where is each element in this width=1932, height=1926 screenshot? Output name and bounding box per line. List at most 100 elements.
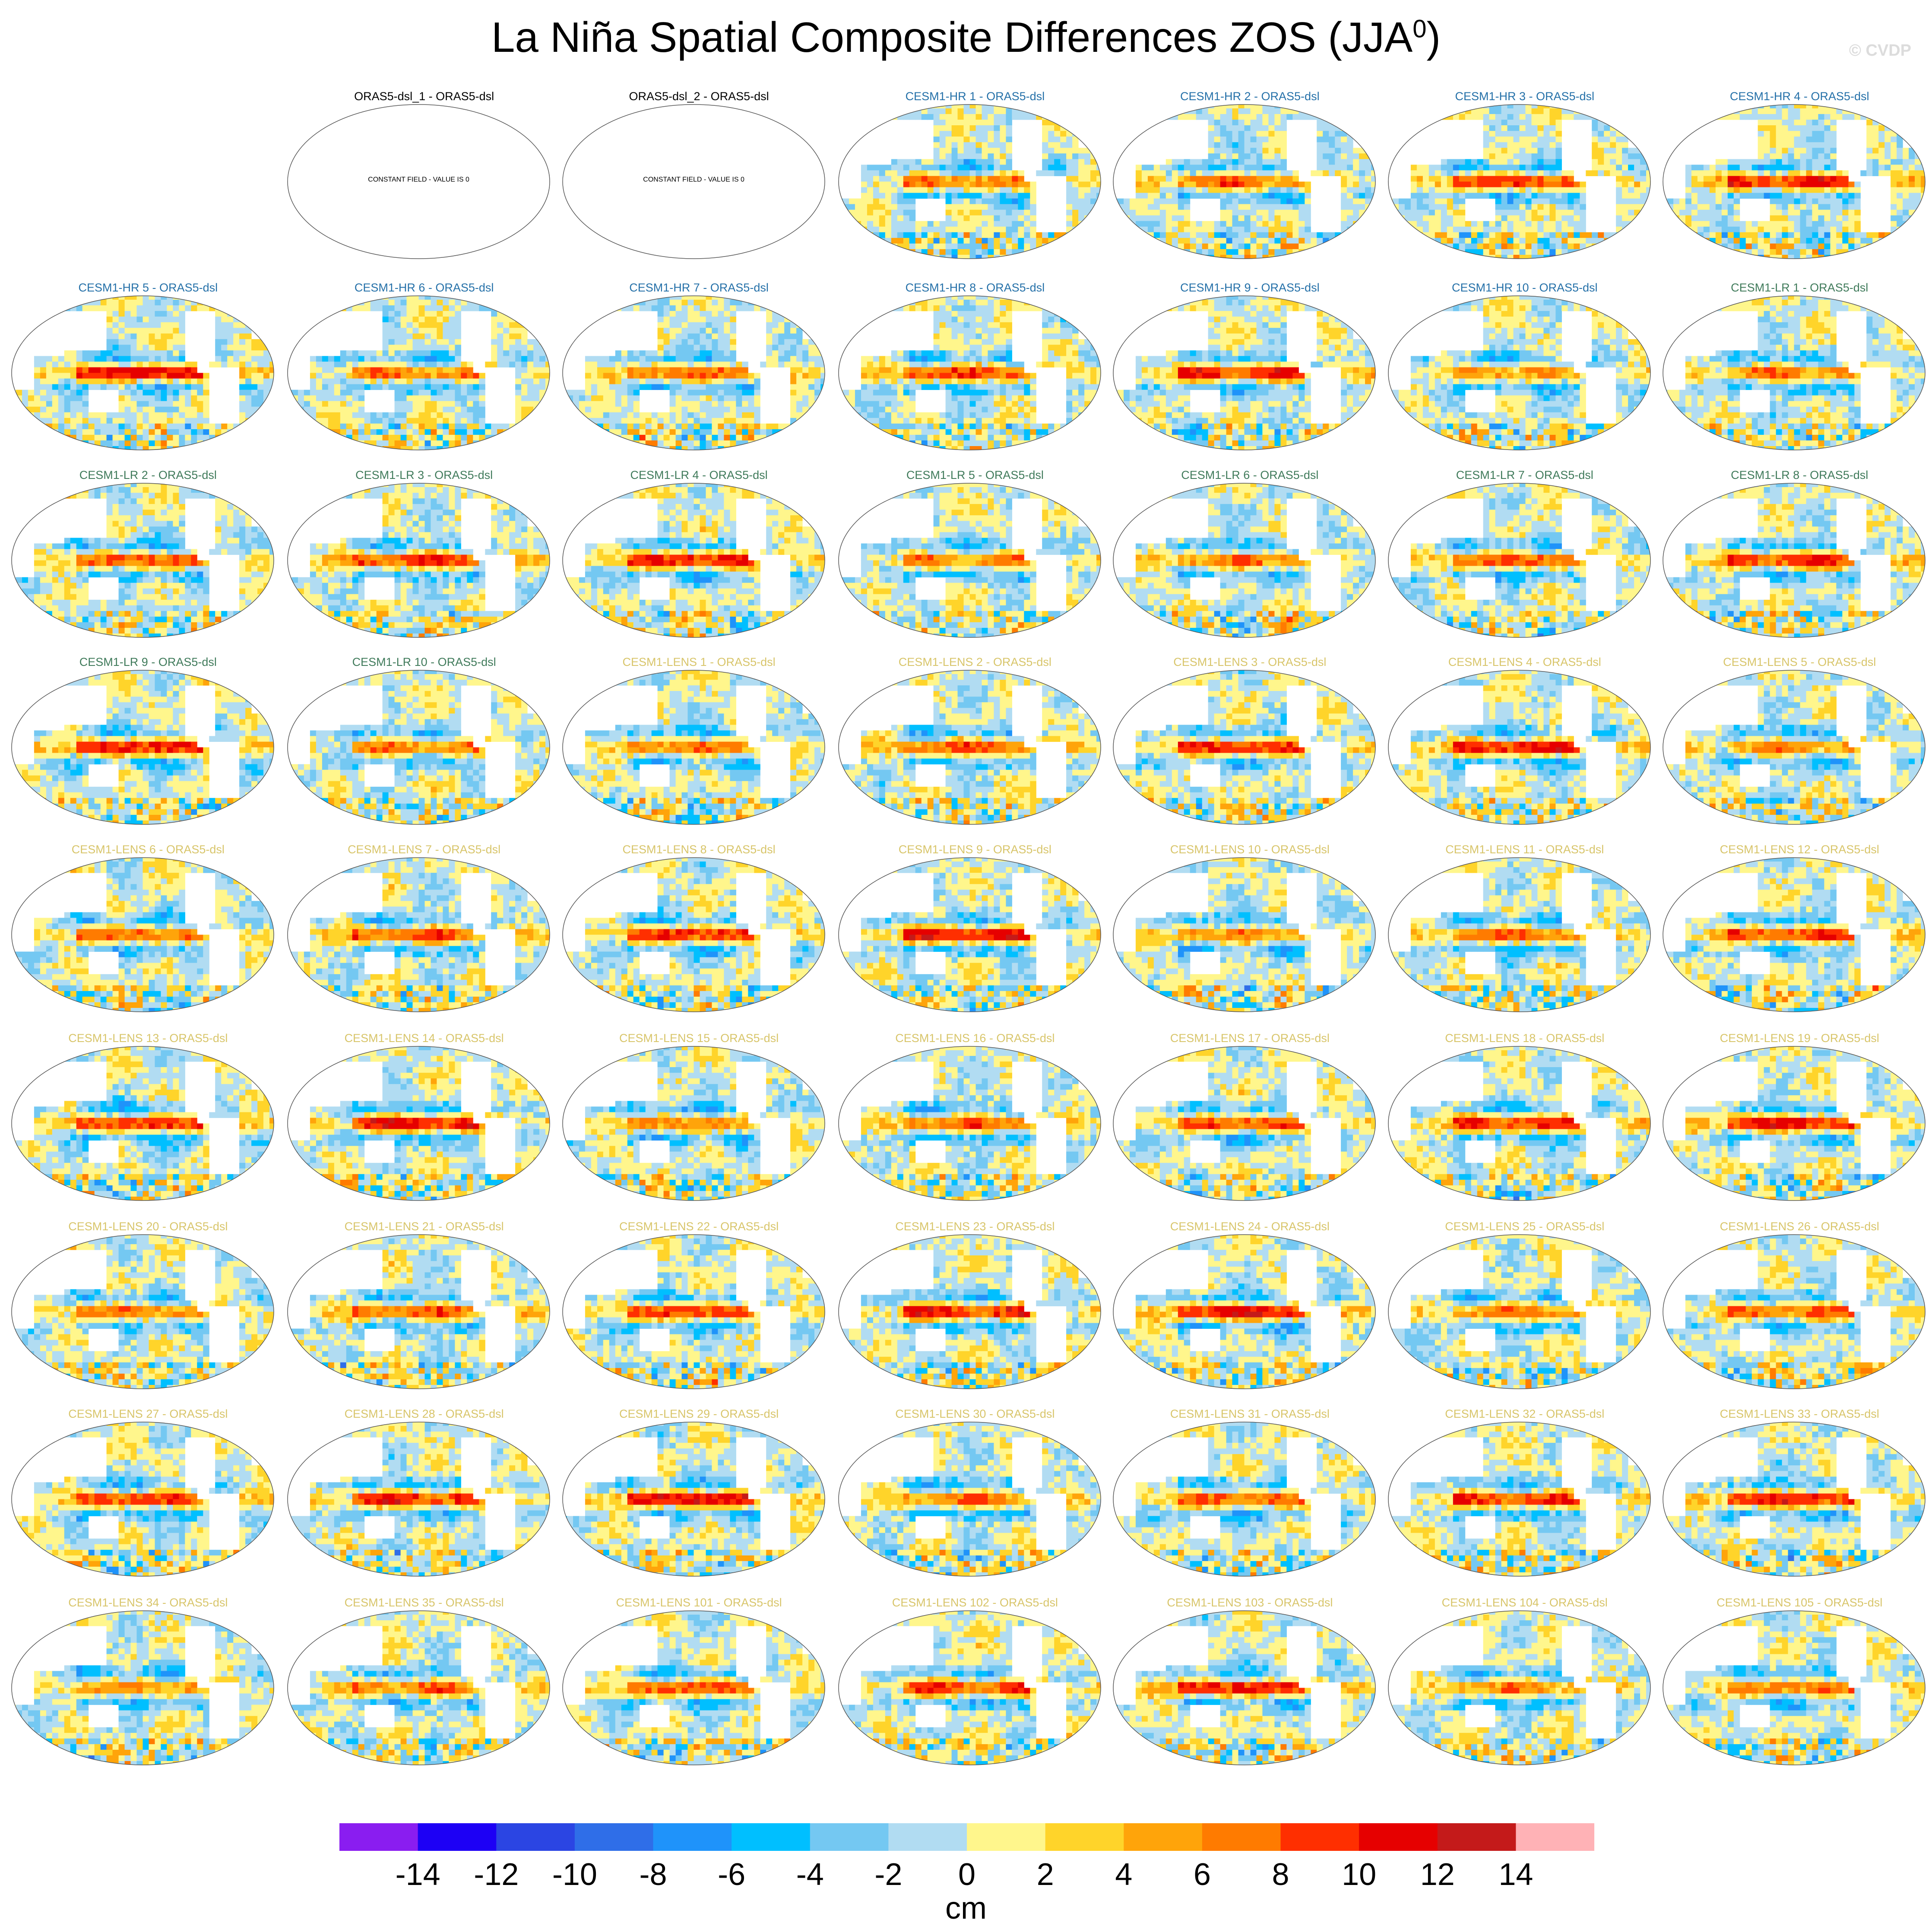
world-map (1663, 670, 1926, 825)
map-border (562, 1234, 825, 1390)
world-map (562, 1610, 825, 1765)
map-border (562, 295, 825, 450)
panel-title: CESM1-LENS 19 - ORAS5-dsl (1661, 1032, 1932, 1045)
world-map (1113, 1234, 1376, 1390)
world-map (11, 1046, 274, 1201)
map-border (1663, 1046, 1926, 1201)
panel-title: CESM1-HR 8 - ORAS5-dsl (837, 281, 1113, 295)
map-panel: CESM1-LR 9 - ORAS5-dsl (10, 656, 286, 841)
panel-title: CESM1-LENS 17 - ORAS5-dsl (1112, 1032, 1388, 1045)
map-border (838, 1046, 1101, 1201)
panel-title: CESM1-LR 9 - ORAS5-dsl (10, 656, 286, 669)
colorbar-box (732, 1823, 811, 1851)
panel-title: CESM1-LR 5 - ORAS5-dsl (837, 469, 1113, 482)
colorbar-box (1045, 1823, 1124, 1851)
world-map (1663, 1046, 1926, 1201)
panel-title: CESM1-LENS 34 - ORAS5-dsl (10, 1596, 286, 1609)
world-map: CONSTANT FIELD - VALUE IS 0 (562, 104, 825, 260)
colorbar-box (1516, 1823, 1594, 1851)
watermark: © CVDP (1849, 41, 1911, 60)
map-panel: CESM1-LR 6 - ORAS5-dsl (1112, 469, 1388, 654)
panel-title: CESM1-LENS 31 - ORAS5-dsl (1112, 1407, 1388, 1421)
map-panel: CESM1-LENS 19 - ORAS5-dsl (1661, 1032, 1932, 1217)
panel-title: CESM1-LENS 2 - ORAS5-dsl (837, 656, 1113, 669)
colorbar-tick-label: -2 (874, 1857, 902, 1892)
world-map (838, 857, 1101, 1012)
world-map (287, 670, 550, 825)
map-panel: CESM1-LR 5 - ORAS5-dsl (837, 469, 1113, 654)
panel-title: CESM1-LENS 21 - ORAS5-dsl (286, 1220, 562, 1233)
world-map (1113, 670, 1376, 825)
colorbar-box (1280, 1823, 1359, 1851)
map-panel: ORAS5-dsl_2 - ORAS5-dsl CONSTANT FIELD - … (561, 90, 837, 276)
world-map (1663, 1234, 1926, 1390)
figure-title: La Niña Spatial Composite Differences ZO… (0, 13, 1932, 62)
map-panel: CESM1-HR 1 - ORAS5-dsl (837, 90, 1113, 276)
panel-title: CESM1-LENS 30 - ORAS5-dsl (837, 1407, 1113, 1421)
map-border (838, 104, 1101, 260)
map-panel: CESM1-LENS 21 - ORAS5-dsl (286, 1220, 562, 1406)
world-map (287, 1234, 550, 1390)
panel-title: CESM1-LENS 11 - ORAS5-dsl (1387, 843, 1663, 856)
colorbar-tick-label: 4 (1115, 1857, 1132, 1892)
world-map (1388, 670, 1651, 825)
map-panel: CESM1-LENS 23 - ORAS5-dsl (837, 1220, 1113, 1406)
map-panel: CESM1-LENS 17 - ORAS5-dsl (1112, 1032, 1388, 1217)
map-panel: CESM1-HR 6 - ORAS5-dsl (286, 281, 562, 467)
colorbar-tick-label: -12 (474, 1857, 519, 1892)
map-panel: CESM1-LENS 2 - ORAS5-dsl (837, 656, 1113, 841)
map-panel: CESM1-LENS 27 - ORAS5-dsl (10, 1407, 286, 1593)
world-map (287, 1422, 550, 1577)
map-border (1663, 482, 1926, 638)
map-panel: CESM1-LENS 33 - ORAS5-dsl (1661, 1407, 1932, 1593)
map-panel: CESM1-LENS 3 - ORAS5-dsl (1112, 656, 1388, 841)
map-panel: CESM1-LR 3 - ORAS5-dsl (286, 469, 562, 654)
world-map (1113, 1610, 1376, 1765)
map-border (1663, 295, 1926, 450)
map-border (562, 1610, 825, 1765)
world-map (11, 670, 274, 825)
map-panel: CESM1-LENS 30 - ORAS5-dsl (837, 1407, 1113, 1593)
map-panel: CESM1-LENS 5 - ORAS5-dsl (1661, 656, 1932, 841)
map-border (1113, 104, 1376, 260)
map-border (1113, 295, 1376, 450)
map-border (1388, 482, 1651, 638)
colorbar-tick-label: -4 (796, 1857, 824, 1892)
world-map (11, 1234, 274, 1390)
map-border (287, 1234, 550, 1390)
colorbar-tick-label: -14 (396, 1857, 440, 1892)
world-map (1113, 104, 1376, 260)
map-panel: CESM1-LENS 35 - ORAS5-dsl (286, 1596, 562, 1782)
world-map (287, 857, 550, 1012)
world-map (562, 1234, 825, 1390)
map-panel: CESM1-HR 7 - ORAS5-dsl (561, 281, 837, 467)
constant-field-note: CONSTANT FIELD - VALUE IS 0 (368, 176, 469, 184)
map-panel: ORAS5-dsl_1 - ORAS5-dsl CONSTANT FIELD - … (286, 90, 562, 276)
colorbar-tick-label: 0 (958, 1857, 976, 1892)
map-border (562, 670, 825, 825)
colorbar-box (1202, 1823, 1281, 1851)
title-suffix: ) (1426, 13, 1441, 61)
panel-title: CESM1-LENS 9 - ORAS5-dsl (837, 843, 1113, 856)
map-panel: CESM1-HR 8 - ORAS5-dsl (837, 281, 1113, 467)
colorbar-box (574, 1823, 654, 1851)
world-map (11, 1422, 274, 1577)
panel-title: CESM1-LENS 14 - ORAS5-dsl (286, 1032, 562, 1045)
panel-title: CESM1-LENS 28 - ORAS5-dsl (286, 1407, 562, 1421)
map-border (1663, 104, 1926, 260)
panel-title: CESM1-LENS 6 - ORAS5-dsl (10, 843, 286, 856)
panel-title: CESM1-LR 10 - ORAS5-dsl (286, 656, 562, 669)
world-map (11, 482, 274, 638)
map-panel: CESM1-LENS 31 - ORAS5-dsl (1112, 1407, 1388, 1593)
map-panel: CESM1-LENS 4 - ORAS5-dsl (1387, 656, 1663, 841)
world-map (838, 1422, 1101, 1577)
map-border (562, 104, 825, 260)
map-panel: CESM1-LENS 16 - ORAS5-dsl (837, 1032, 1113, 1217)
map-panel: CESM1-LENS 1 - ORAS5-dsl (561, 656, 837, 841)
world-map (562, 482, 825, 638)
map-border (1113, 857, 1376, 1012)
map-border (1663, 1422, 1926, 1577)
world-map (11, 857, 274, 1012)
map-panel-grid: ORAS5-dsl_1 - ORAS5-dsl CONSTANT FIELD - … (10, 90, 1932, 1782)
world-map (838, 104, 1101, 260)
